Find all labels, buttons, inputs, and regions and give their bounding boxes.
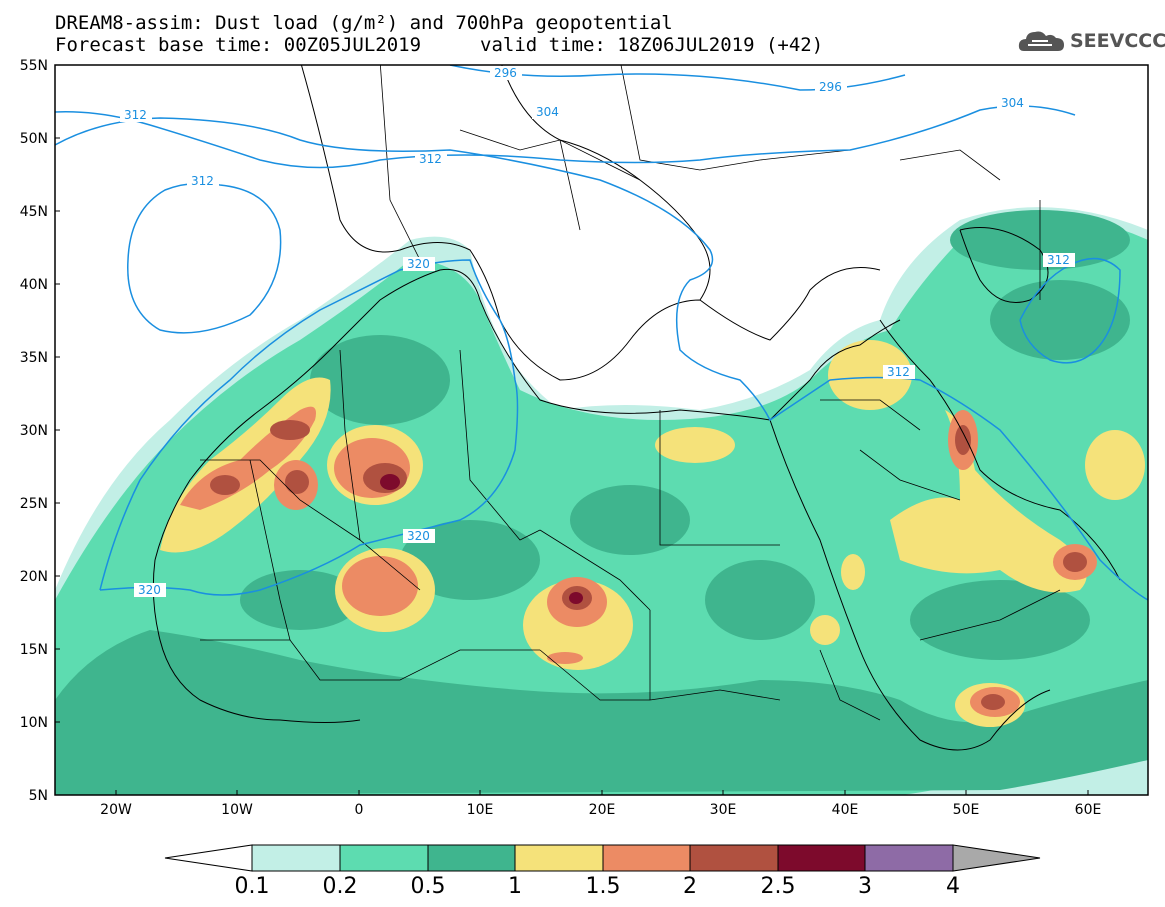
lon-label: 20E [589, 802, 616, 818]
coastlines [152, 65, 1121, 751]
colorbar-label: 0.1 [235, 874, 270, 899]
colorbar-segment [864, 844, 954, 872]
lat-label: 55N [20, 58, 48, 74]
colorbar-label: 1.5 [586, 874, 621, 899]
valid-time: valid time: 18Z06JUL2019 (+42) [480, 34, 824, 56]
colorbar-labels: 0.1 0.2 0.5 1 1.5 2 2.5 3 4 [235, 874, 961, 899]
lon-label: 30E [710, 802, 737, 818]
logo-text: SEEVCCC [1070, 30, 1165, 52]
lat-label: 35N [20, 350, 48, 366]
map-plot-area: 312 304 296 312 304 312 320 320 320 312 … [55, 65, 1148, 795]
dust-field-peak [380, 474, 583, 604]
colorbar-low-arrow [164, 844, 253, 872]
colorbar-label: 3 [858, 874, 872, 899]
colorbar-label: 2 [683, 874, 697, 899]
colorbar-label: 0.5 [411, 874, 446, 899]
contour-label: 296 [494, 66, 517, 80]
contour-label: 320 [407, 529, 430, 543]
contour-label: 320 [138, 583, 161, 597]
lat-label: 10N [20, 715, 48, 731]
contour-label: 320 [407, 257, 430, 271]
colorbar-segment [514, 844, 604, 872]
colorbar-segment [689, 844, 779, 872]
contour-label: 312 [887, 365, 910, 379]
contour-label: 304 [1001, 96, 1024, 110]
colorbar-label: 0.2 [323, 874, 358, 899]
lat-labels: 55N 50N 45N 40N 35N 30N 25N 20N 15N 10N … [20, 58, 48, 804]
lat-label: 15N [20, 642, 48, 658]
lon-label: 50E [953, 802, 980, 818]
contour-label: 304 [536, 105, 559, 119]
lat-label: 20N [20, 569, 48, 585]
colorbar-segment [427, 844, 516, 872]
lat-label: 45N [20, 204, 48, 220]
country-borders [200, 65, 1061, 721]
colorbar-label: 1 [508, 874, 522, 899]
lon-labels: 20W 10W 0 10E 20E 30E 40E 50E 60E [100, 802, 1101, 818]
forecast-base-time: Forecast base time: 00Z05JUL2019 [55, 34, 422, 56]
seevccc-logo: SEEVCCC [1018, 27, 1165, 55]
dust-field-extreme [210, 420, 1087, 710]
lon-label: 10E [467, 802, 494, 818]
lon-axis [115, 790, 1089, 795]
contour-labels: 312 304 296 312 304 312 320 320 320 312 … [120, 66, 1075, 597]
contour-label: 312 [124, 108, 147, 122]
lat-label: 5N [29, 788, 48, 804]
contour-label: 312 [191, 174, 214, 188]
colorbar [164, 844, 1041, 872]
contour-label: 312 [1047, 253, 1070, 267]
cloud-logo-icon [1018, 31, 1064, 51]
lon-label: 40E [832, 802, 859, 818]
colorbar-high-arrow [952, 844, 1041, 872]
lon-label: 20W [100, 802, 132, 818]
lat-label: 50N [20, 131, 48, 147]
contour-label: 296 [819, 80, 842, 94]
lat-label: 40N [20, 277, 48, 293]
lat-label: 30N [20, 423, 48, 439]
colorbar-label: 2.5 [761, 874, 796, 899]
contour-label: 312 [419, 152, 442, 166]
map-title: DREAM8-assim: Dust load (g/m²) and 700hP… [55, 12, 673, 34]
lat-axis [55, 64, 60, 796]
lon-label: 60E [1075, 802, 1102, 818]
colorbar-segment [777, 844, 866, 872]
colorbar-segment [602, 844, 691, 872]
lon-label: 10W [221, 802, 253, 818]
colorbar-segment [251, 844, 341, 872]
lat-label: 25N [20, 496, 48, 512]
colorbar-segment [339, 844, 429, 872]
lon-label: 0 [355, 802, 364, 818]
colorbar-label: 4 [946, 874, 960, 899]
